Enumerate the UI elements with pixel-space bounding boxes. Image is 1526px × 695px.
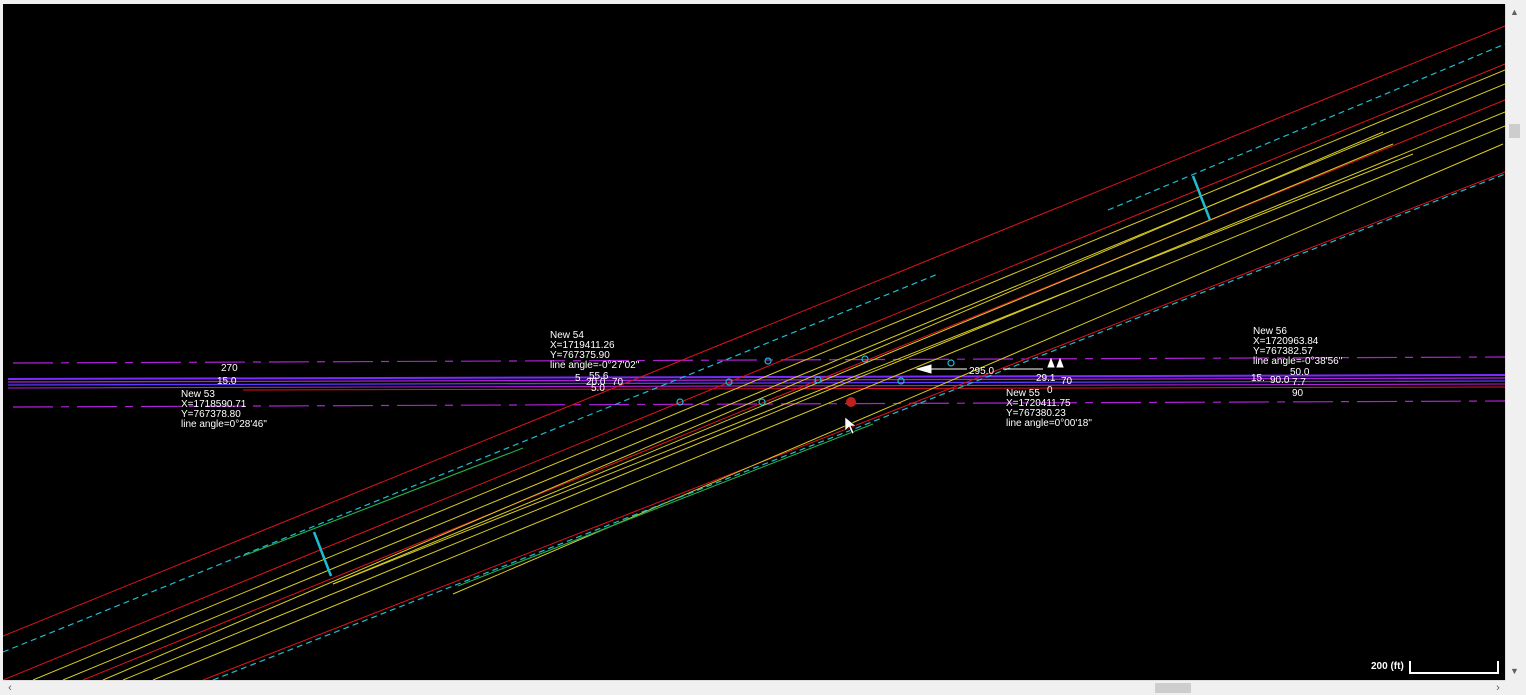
- point-label-new-54: New 54 X=1719411.26 Y=767375.90 line ang…: [550, 331, 639, 371]
- scroll-right-icon[interactable]: ›: [1496, 682, 1500, 694]
- dim-label: 15.0: [217, 376, 237, 387]
- dim-label: 50.0: [1290, 367, 1310, 378]
- dim-label: 70: [1061, 376, 1073, 387]
- dim-label: 55.6: [589, 371, 609, 382]
- road-boundaries: [3, 25, 1505, 680]
- point-y: Y=767375.90: [550, 350, 610, 361]
- scroll-left-icon[interactable]: ‹: [8, 682, 12, 694]
- control-points: [676, 355, 955, 406]
- scroll-down-icon[interactable]: ▼: [1510, 666, 1519, 676]
- scale-bar-label: 200 (ft): [1371, 661, 1404, 672]
- scrollbar-corner: [1505, 680, 1526, 694]
- dim-label: 0: [1047, 385, 1053, 396]
- selected-point[interactable]: [846, 397, 856, 407]
- dim-label: 5.0: [591, 383, 605, 394]
- scale-bar: 200 (ft): [1371, 661, 1499, 675]
- point-y: Y=767382.57: [1253, 346, 1313, 357]
- cad-drawing-canvas[interactable]: New 53 X=1718590.71 Y=767378.80 line ang…: [3, 4, 1505, 680]
- point-y: Y=767378.80: [181, 409, 241, 420]
- scale-bar-graphic: [1409, 661, 1499, 674]
- dim-label: 90: [1292, 388, 1304, 399]
- section-markers: [312, 175, 1212, 577]
- dim-label: 90.0: [1270, 375, 1290, 386]
- dim-label: 29.1: [1036, 373, 1056, 384]
- point-label-new-55: New 55 X=1720411.75 Y=767380.23 line ang…: [1006, 389, 1092, 429]
- road-alignment-drawing[interactable]: [3, 4, 1505, 680]
- point-x: X=1718590.71: [181, 399, 247, 410]
- dim-label: 15.: [1251, 373, 1265, 384]
- point-x: X=1720963.84: [1253, 336, 1319, 347]
- crossroad: [7, 356, 1505, 408]
- dim-label: 20.0: [586, 377, 606, 388]
- vertical-scroll-thumb[interactable]: [1509, 124, 1520, 138]
- dim-label: 7.7: [1292, 377, 1306, 388]
- dim-label: 270: [221, 363, 238, 374]
- scroll-up-icon[interactable]: ▲: [1510, 7, 1519, 17]
- point-angle: line angle=0°28'46": [181, 419, 267, 430]
- point-x: X=1720411.75: [1006, 398, 1071, 409]
- point-label-new-56: New 56 X=1720963.84 Y=767382.57 line ang…: [1253, 327, 1342, 367]
- offset-lines: [3, 43, 1505, 680]
- point-angle: line angle=-0°27'02": [550, 360, 640, 371]
- lane-lines: [32, 69, 1505, 680]
- point-x: X=1719411.26: [550, 340, 615, 351]
- point-name: New 56: [1253, 326, 1287, 337]
- point-label-new-53: New 53 X=1718590.71 Y=767378.80 line ang…: [181, 390, 267, 430]
- green-segments: [242, 423, 874, 587]
- dim-label: 5: [575, 373, 581, 384]
- point-name: New 54: [550, 330, 584, 341]
- point-angle: line angle=-0°38'56": [1253, 356, 1343, 367]
- point-angle: line angle=0°00'18": [1006, 418, 1092, 429]
- horizontal-scroll-thumb[interactable]: [1155, 683, 1191, 693]
- point-y: Y=767380.23: [1006, 408, 1066, 419]
- dim-label: 70: [612, 377, 624, 388]
- dimension-arrows: [915, 357, 1064, 374]
- cursor-arrow-icon: [844, 416, 857, 435]
- dim-label-distance: 295.0: [969, 366, 995, 377]
- vertical-scrollbar[interactable]: ▲ ▼: [1505, 4, 1523, 680]
- horizontal-scrollbar[interactable]: ‹ ›: [3, 680, 1505, 695]
- point-name: New 55: [1006, 388, 1040, 399]
- point-name: New 53: [181, 389, 215, 400]
